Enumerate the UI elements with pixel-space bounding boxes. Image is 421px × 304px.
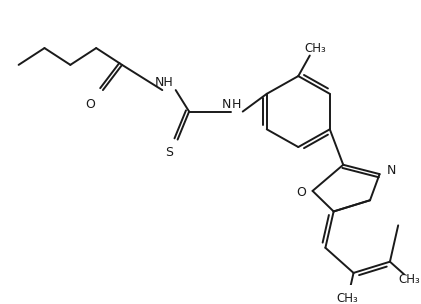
Text: N: N (222, 98, 231, 111)
Text: O: O (296, 186, 306, 199)
Text: NH: NH (155, 76, 173, 89)
Text: CH₃: CH₃ (337, 292, 359, 304)
Text: CH₃: CH₃ (399, 273, 421, 286)
Text: N: N (386, 164, 396, 177)
Text: CH₃: CH₃ (305, 42, 326, 55)
Text: H: H (232, 98, 241, 111)
Text: S: S (165, 146, 173, 159)
Text: O: O (85, 98, 96, 111)
